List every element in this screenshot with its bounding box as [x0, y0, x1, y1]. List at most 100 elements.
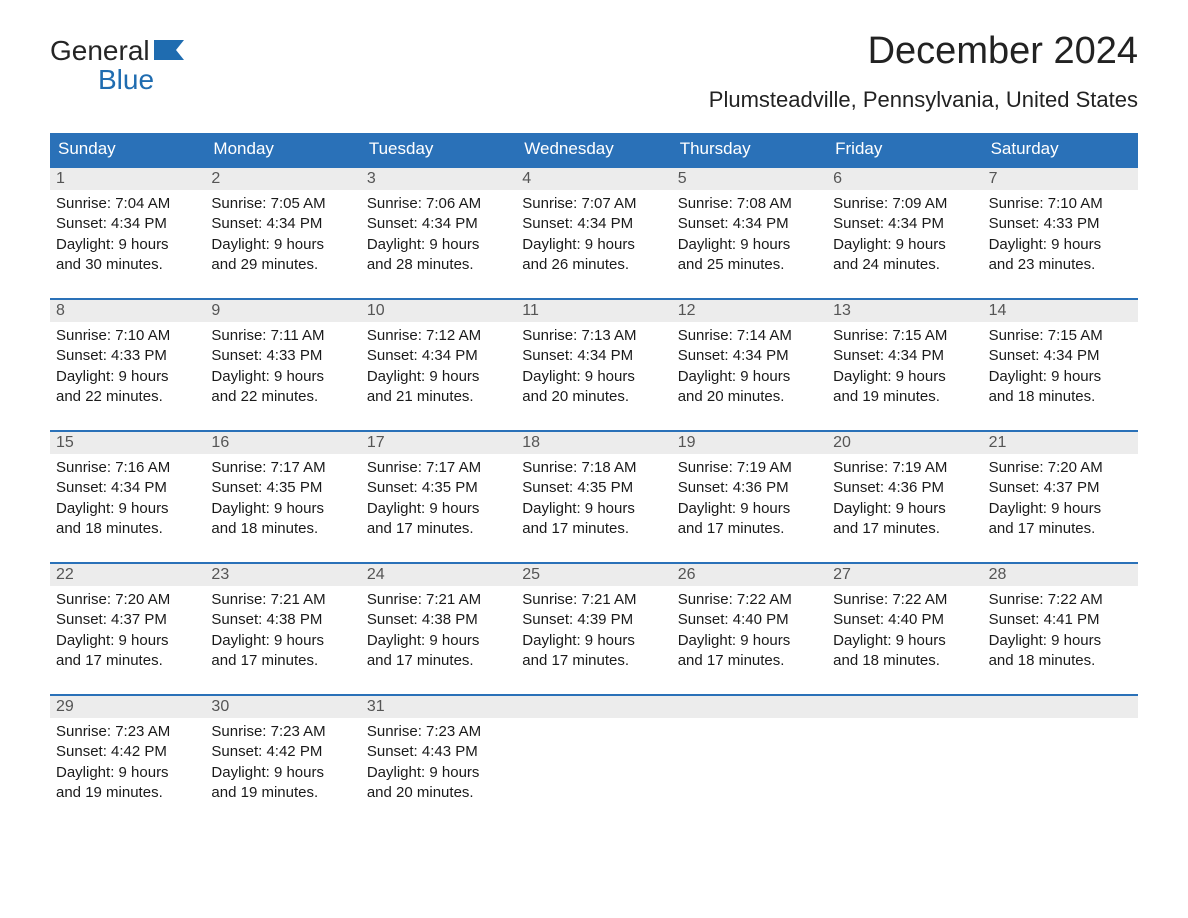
day-number: 30 [205, 696, 360, 718]
daylight-text: and 17 minutes. [522, 651, 665, 671]
day-cell: Sunrise: 7:22 AMSunset: 4:40 PMDaylight:… [672, 586, 827, 674]
sunset-text: Sunset: 4:37 PM [56, 610, 199, 630]
sunrise-text: Sunrise: 7:21 AM [522, 590, 665, 610]
day-cell: Sunrise: 7:07 AMSunset: 4:34 PMDaylight:… [516, 190, 671, 278]
sunrise-text: Sunrise: 7:07 AM [522, 194, 665, 214]
day-header: Wednesday [516, 133, 671, 166]
daylight-text: Daylight: 9 hours [522, 499, 665, 519]
sunrise-text: Sunrise: 7:21 AM [211, 590, 354, 610]
sunrise-text: Sunrise: 7:13 AM [522, 326, 665, 346]
sunrise-text: Sunrise: 7:21 AM [367, 590, 510, 610]
sunrise-text: Sunrise: 7:08 AM [678, 194, 821, 214]
day-number: 12 [672, 300, 827, 322]
sunset-text: Sunset: 4:34 PM [367, 214, 510, 234]
sunset-text: Sunset: 4:35 PM [522, 478, 665, 498]
sunset-text: Sunset: 4:34 PM [522, 214, 665, 234]
daylight-text: Daylight: 9 hours [833, 235, 976, 255]
sunrise-text: Sunrise: 7:09 AM [833, 194, 976, 214]
day-header: Friday [827, 133, 982, 166]
day-cell: Sunrise: 7:23 AMSunset: 4:42 PMDaylight:… [205, 718, 360, 806]
day-number [827, 696, 982, 718]
sunset-text: Sunset: 4:34 PM [211, 214, 354, 234]
day-number: 3 [361, 168, 516, 190]
day-header: Monday [205, 133, 360, 166]
sunset-text: Sunset: 4:33 PM [211, 346, 354, 366]
sunset-text: Sunset: 4:35 PM [211, 478, 354, 498]
daylight-text: Daylight: 9 hours [56, 763, 199, 783]
day-cell: Sunrise: 7:17 AMSunset: 4:35 PMDaylight:… [205, 454, 360, 542]
day-header: Sunday [50, 133, 205, 166]
day-cell: Sunrise: 7:20 AMSunset: 4:37 PMDaylight:… [983, 454, 1138, 542]
sunset-text: Sunset: 4:41 PM [989, 610, 1132, 630]
day-number-row: 1234567 [50, 168, 1138, 190]
day-number: 20 [827, 432, 982, 454]
daylight-text: Daylight: 9 hours [989, 499, 1132, 519]
day-number: 31 [361, 696, 516, 718]
week-row: 15161718192021 Sunrise: 7:16 AM Sunset: 4:… [50, 430, 1138, 542]
day-cell: Sunrise: 7:19 AMSunset: 4:36 PMDaylight:… [672, 454, 827, 542]
daylight-text: Daylight: 9 hours [678, 499, 821, 519]
sunset-text: Sunset: 4:38 PM [211, 610, 354, 630]
sunrise-text: Sunrise: 7:23 AM [56, 722, 199, 742]
day-cell: Sunrise: 7:13 AMSunset: 4:34 PMDaylight:… [516, 322, 671, 410]
daylight-text: Daylight: 9 hours [678, 631, 821, 651]
daylight-text: and 17 minutes. [56, 651, 199, 671]
day-cell: Sunrise: 7:15 AMSunset: 4:34 PMDaylight:… [983, 322, 1138, 410]
daylight-text: and 18 minutes. [211, 519, 354, 539]
sunset-text: Sunset: 4:40 PM [833, 610, 976, 630]
day-cell: Sunrise: 7:08 AMSunset: 4:34 PMDaylight:… [672, 190, 827, 278]
day-cell: Sunrise: 7:22 AMSunset: 4:40 PMDaylight:… [827, 586, 982, 674]
daylight-text: and 23 minutes. [989, 255, 1132, 275]
day-cell: Sunrise: 7:17 AMSunset: 4:35 PMDaylight:… [361, 454, 516, 542]
day-number-row: 15161718192021 [50, 432, 1138, 454]
day-cell: Sunrise: 7:06 AMSunset: 4:34 PMDaylight:… [361, 190, 516, 278]
daylight-text: Daylight: 9 hours [989, 631, 1132, 651]
daylight-text: Daylight: 9 hours [522, 367, 665, 387]
daylight-text: Daylight: 9 hours [833, 499, 976, 519]
day-cell: Sunrise: 7:10 AMSunset: 4:33 PMDaylight:… [983, 190, 1138, 278]
daylight-text: Daylight: 9 hours [678, 367, 821, 387]
daylight-text: Daylight: 9 hours [678, 235, 821, 255]
sunrise-text: Sunrise: 7:11 AM [211, 326, 354, 346]
day-headers-row: SundayMondayTuesdayWednesdayThursdayFrid… [50, 133, 1138, 166]
day-number: 10 [361, 300, 516, 322]
calendar: SundayMondayTuesdayWednesdayThursdayFrid… [50, 133, 1138, 806]
daylight-text: and 17 minutes. [678, 651, 821, 671]
sunrise-text: Sunrise: 7:10 AM [56, 326, 199, 346]
daylight-text: and 25 minutes. [678, 255, 821, 275]
sunrise-text: Sunrise: 7:17 AM [211, 458, 354, 478]
daylight-text: and 18 minutes. [989, 387, 1132, 407]
day-number: 19 [672, 432, 827, 454]
day-cell: Sunrise: 7:09 AMSunset: 4:34 PMDaylight:… [827, 190, 982, 278]
sunset-text: Sunset: 4:33 PM [56, 346, 199, 366]
day-cell: Sunrise: 7:18 AMSunset: 4:35 PMDaylight:… [516, 454, 671, 542]
daylight-text: Daylight: 9 hours [56, 235, 199, 255]
day-number-row: 891011121314 [50, 300, 1138, 322]
daylight-text: Daylight: 9 hours [211, 763, 354, 783]
sunset-text: Sunset: 4:34 PM [989, 346, 1132, 366]
daylight-text: and 17 minutes. [211, 651, 354, 671]
daylight-text: Daylight: 9 hours [367, 235, 510, 255]
daylight-text: and 20 minutes. [522, 387, 665, 407]
day-cell [672, 718, 827, 806]
daylight-text: and 19 minutes. [56, 783, 199, 803]
sunrise-text: Sunrise: 7:16 AM [56, 458, 199, 478]
daylight-text: Daylight: 9 hours [367, 499, 510, 519]
sunrise-text: Sunrise: 7:15 AM [989, 326, 1132, 346]
day-cell: Sunrise: 7:19 AMSunset: 4:36 PMDaylight:… [827, 454, 982, 542]
sunset-text: Sunset: 4:34 PM [833, 346, 976, 366]
daylight-text: and 24 minutes. [833, 255, 976, 275]
day-cell: Sunrise: 7:21 AMSunset: 4:38 PMDaylight:… [361, 586, 516, 674]
day-cell: Sunrise: 7:22 AMSunset: 4:41 PMDaylight:… [983, 586, 1138, 674]
sunset-text: Sunset: 4:36 PM [678, 478, 821, 498]
sunset-text: Sunset: 4:42 PM [211, 742, 354, 762]
day-number: 27 [827, 564, 982, 586]
daylight-text: and 30 minutes. [56, 255, 199, 275]
day-number: 23 [205, 564, 360, 586]
sunrise-text: Sunrise: 7:17 AM [367, 458, 510, 478]
daylight-text: Daylight: 9 hours [211, 367, 354, 387]
day-number: 26 [672, 564, 827, 586]
day-cell: Sunrise: 7:14 AMSunset: 4:34 PMDaylight:… [672, 322, 827, 410]
week-row: 293031Sunrise: 7:23 AMSunset: 4:42 PMDay… [50, 694, 1138, 806]
day-number: 29 [50, 696, 205, 718]
